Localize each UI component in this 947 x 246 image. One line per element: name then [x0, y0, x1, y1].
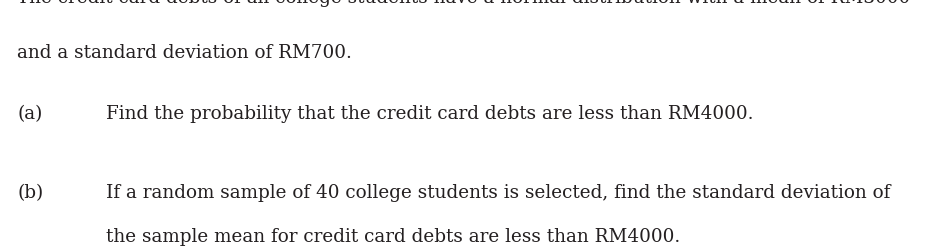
Text: If a random sample of 40 college students is selected, find the standard deviati: If a random sample of 40 college student… — [106, 184, 890, 202]
Text: Find the probability that the credit card debts are less than RM4000.: Find the probability that the credit car… — [106, 105, 754, 123]
Text: (a): (a) — [17, 105, 43, 123]
Text: and a standard deviation of RM700.: and a standard deviation of RM700. — [17, 44, 352, 62]
Text: the sample mean for credit card debts are less than RM4000.: the sample mean for credit card debts ar… — [106, 228, 680, 246]
Text: The credit card debts of all college students have a normal distribution with a : The credit card debts of all college stu… — [17, 0, 910, 7]
Text: (b): (b) — [17, 184, 44, 202]
